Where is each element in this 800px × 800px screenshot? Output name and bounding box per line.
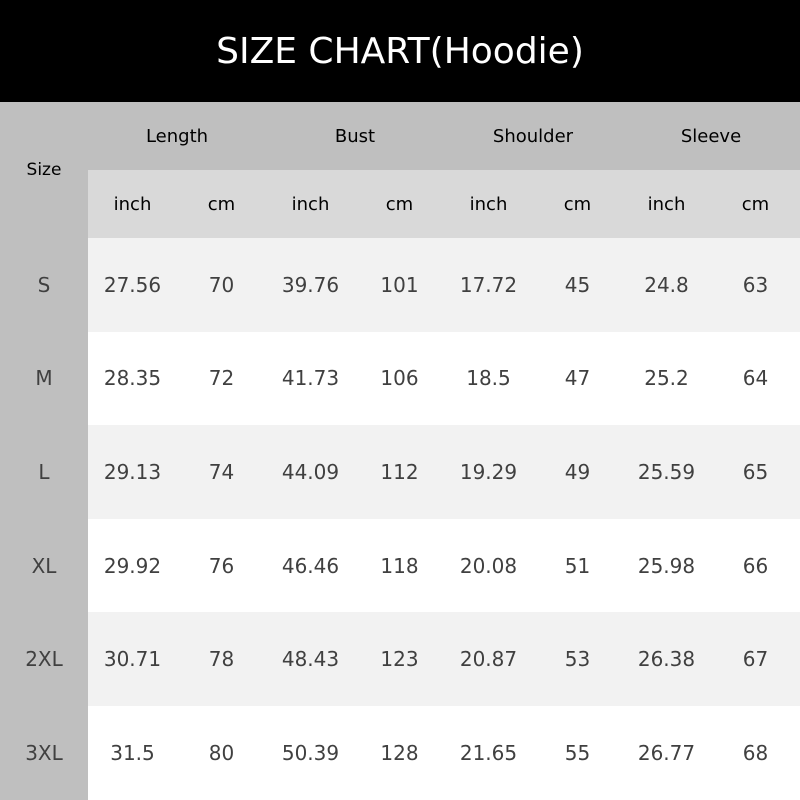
table-cell: 128 bbox=[380, 740, 419, 765]
group-header-length: Length bbox=[145, 125, 209, 147]
table-row: M 28.35 72 41.73 106 18.5 47 25.2 64 bbox=[0, 331, 800, 426]
table-cell: 74 bbox=[208, 459, 235, 484]
table-cell: 112 bbox=[380, 459, 419, 484]
size-header: Size bbox=[26, 160, 62, 180]
table-cell: 31.5 bbox=[110, 740, 155, 765]
table-cell: 29.13 bbox=[103, 459, 162, 484]
table-cell: 47 bbox=[564, 366, 591, 391]
table-cell: 63 bbox=[742, 272, 769, 297]
table-cell: 55 bbox=[564, 740, 591, 765]
table-cell: 67 bbox=[742, 647, 769, 672]
table-cell: 106 bbox=[380, 366, 419, 391]
table-cell: 78 bbox=[208, 647, 235, 672]
size-label: S bbox=[0, 238, 88, 332]
table-cell: 41.73 bbox=[281, 366, 340, 391]
table-cell: 20.87 bbox=[459, 647, 518, 672]
table-cell: 26.77 bbox=[637, 740, 696, 765]
unit-header: cm bbox=[385, 193, 414, 215]
table-cell: 28.35 bbox=[103, 366, 162, 391]
table-cell: 48.43 bbox=[281, 647, 340, 672]
row-values: 29.92 76 46.46 118 20.08 51 25.98 66 bbox=[88, 518, 800, 613]
table-cell: 30.71 bbox=[103, 647, 162, 672]
table-cell: 51 bbox=[564, 553, 591, 578]
table-cell: 24.8 bbox=[644, 272, 689, 297]
unit-header: inch bbox=[113, 193, 152, 215]
unit-header: cm bbox=[207, 193, 236, 215]
size-label: L bbox=[0, 425, 88, 519]
unit-header: cm bbox=[741, 193, 770, 215]
table-cell: 72 bbox=[208, 366, 235, 391]
unit-headers: inch cm inch cm inch cm inch cm bbox=[88, 170, 800, 238]
size-label: 2XL bbox=[0, 612, 88, 706]
size-label: XL bbox=[0, 518, 88, 613]
row-values: 30.71 78 48.43 123 20.87 53 26.38 67 bbox=[88, 612, 800, 706]
table-cell: 50.39 bbox=[281, 740, 340, 765]
table-cell: 70 bbox=[208, 272, 235, 297]
table-cell: 39.76 bbox=[281, 272, 340, 297]
table-cell: 65 bbox=[742, 459, 769, 484]
table-cell: 64 bbox=[742, 366, 769, 391]
group-header-shoulder: Shoulder bbox=[492, 125, 574, 147]
table-cell: 20.08 bbox=[459, 553, 518, 578]
measurement-group-headers: Length Bust Shoulder Sleeve bbox=[88, 102, 800, 170]
table-row: 3XL 31.5 80 50.39 128 21.65 55 26.77 68 bbox=[0, 705, 800, 800]
unit-header: cm bbox=[563, 193, 592, 215]
table-cell: 46.46 bbox=[281, 553, 340, 578]
table-cell: 123 bbox=[380, 647, 419, 672]
table-cell: 26.38 bbox=[637, 647, 696, 672]
unit-header: inch bbox=[469, 193, 508, 215]
group-header-bust: Bust bbox=[334, 125, 376, 147]
row-values: 29.13 74 44.09 112 19.29 49 25.59 65 bbox=[88, 425, 800, 519]
table-cell: 118 bbox=[380, 553, 419, 578]
table-row: S 27.56 70 39.76 101 17.72 45 24.8 63 bbox=[0, 238, 800, 332]
table-cell: 27.56 bbox=[103, 272, 162, 297]
group-header-sleeve: Sleeve bbox=[680, 125, 742, 147]
unit-header: inch bbox=[647, 193, 686, 215]
table-row: XL 29.92 76 46.46 118 20.08 51 25.98 66 bbox=[0, 518, 800, 613]
row-values: 28.35 72 41.73 106 18.5 47 25.2 64 bbox=[88, 331, 800, 426]
table-cell: 44.09 bbox=[281, 459, 340, 484]
table-cell: 45 bbox=[564, 272, 591, 297]
table-cell: 25.98 bbox=[637, 553, 696, 578]
size-label: M bbox=[0, 331, 88, 426]
size-table-body: S 27.56 70 39.76 101 17.72 45 24.8 63 M 28.35 72 41.… bbox=[0, 238, 800, 800]
row-values: 27.56 70 39.76 101 17.72 45 24.8 63 bbox=[88, 238, 800, 332]
table-cell: 25.2 bbox=[644, 366, 689, 391]
row-values: 31.5 80 50.39 128 21.65 55 26.77 68 bbox=[88, 705, 800, 800]
table-row: L 29.13 74 44.09 112 19.29 49 25.59 65 bbox=[0, 425, 800, 519]
page-title: SIZE CHART(Hoodie) bbox=[0, 0, 800, 102]
table-cell: 18.5 bbox=[466, 366, 511, 391]
unit-header: inch bbox=[291, 193, 330, 215]
table-row: 2XL 30.71 78 48.43 123 20.87 53 26.38 67 bbox=[0, 612, 800, 706]
table-cell: 25.59 bbox=[637, 459, 696, 484]
table-cell: 17.72 bbox=[459, 272, 518, 297]
table-cell: 49 bbox=[564, 459, 591, 484]
table-cell: 101 bbox=[380, 272, 419, 297]
table-cell: 66 bbox=[742, 553, 769, 578]
table-cell: 19.29 bbox=[459, 459, 518, 484]
table-cell: 80 bbox=[208, 740, 235, 765]
size-label: 3XL bbox=[0, 705, 88, 800]
table-cell: 68 bbox=[742, 740, 769, 765]
table-cell: 21.65 bbox=[459, 740, 518, 765]
table-cell: 76 bbox=[208, 553, 235, 578]
table-cell: 53 bbox=[564, 647, 591, 672]
table-cell: 29.92 bbox=[103, 553, 162, 578]
